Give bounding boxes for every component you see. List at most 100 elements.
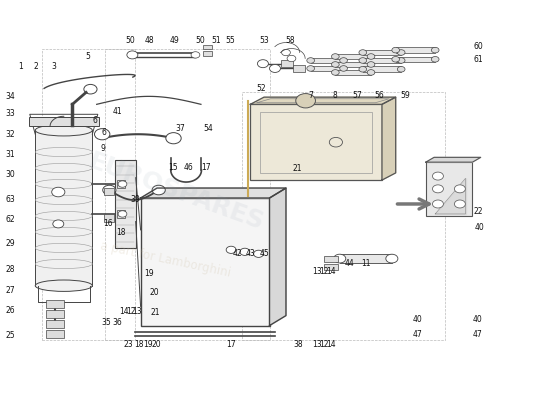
Bar bbox=[336, 70, 371, 75]
Circle shape bbox=[307, 58, 315, 63]
Text: 52: 52 bbox=[256, 84, 266, 93]
Bar bbox=[395, 47, 435, 53]
Circle shape bbox=[270, 64, 280, 72]
Polygon shape bbox=[270, 188, 286, 326]
Circle shape bbox=[332, 70, 339, 75]
Text: 21: 21 bbox=[150, 308, 159, 317]
Circle shape bbox=[118, 211, 127, 217]
Text: 36: 36 bbox=[112, 318, 122, 327]
Circle shape bbox=[454, 185, 465, 193]
Circle shape bbox=[332, 62, 339, 67]
Bar bbox=[42, 48, 135, 340]
Bar bbox=[242, 92, 445, 340]
Circle shape bbox=[84, 84, 97, 94]
Text: 40: 40 bbox=[473, 315, 483, 324]
Text: 30: 30 bbox=[6, 170, 15, 178]
Text: 14: 14 bbox=[327, 267, 336, 276]
Text: 44: 44 bbox=[345, 259, 355, 268]
Text: 13: 13 bbox=[312, 267, 322, 276]
Text: 34: 34 bbox=[6, 92, 15, 101]
Bar bbox=[117, 180, 125, 188]
Text: EUROSPARES: EUROSPARES bbox=[85, 149, 267, 235]
Text: 17: 17 bbox=[202, 163, 211, 172]
Text: 29: 29 bbox=[6, 239, 15, 248]
Text: 19: 19 bbox=[143, 340, 152, 349]
Circle shape bbox=[432, 185, 443, 193]
Circle shape bbox=[127, 51, 138, 59]
Text: 31: 31 bbox=[6, 150, 15, 159]
Text: 20: 20 bbox=[151, 340, 161, 349]
Text: 45: 45 bbox=[259, 248, 269, 258]
Text: 40: 40 bbox=[474, 224, 484, 232]
Circle shape bbox=[52, 187, 65, 197]
Text: 1: 1 bbox=[18, 62, 23, 71]
Circle shape bbox=[397, 66, 405, 72]
Circle shape bbox=[118, 181, 127, 187]
Text: 49: 49 bbox=[170, 36, 179, 45]
Polygon shape bbox=[435, 178, 465, 214]
Text: 18: 18 bbox=[134, 340, 144, 349]
Text: 13: 13 bbox=[132, 307, 141, 316]
Text: 54: 54 bbox=[203, 124, 213, 133]
Circle shape bbox=[432, 172, 443, 180]
Bar bbox=[311, 66, 344, 71]
Bar bbox=[202, 44, 212, 49]
Text: 37: 37 bbox=[176, 124, 185, 133]
Text: 12: 12 bbox=[126, 307, 135, 316]
Circle shape bbox=[340, 66, 348, 71]
Bar bbox=[46, 320, 64, 328]
Bar bbox=[363, 50, 401, 55]
Text: 25: 25 bbox=[6, 331, 15, 340]
Text: 3: 3 bbox=[52, 62, 56, 71]
Polygon shape bbox=[426, 157, 481, 162]
Text: 33: 33 bbox=[6, 109, 15, 118]
Circle shape bbox=[392, 47, 399, 53]
Bar bbox=[35, 130, 92, 286]
Circle shape bbox=[191, 52, 200, 58]
Text: 55: 55 bbox=[225, 36, 235, 45]
Circle shape bbox=[254, 250, 263, 258]
Text: 35: 35 bbox=[102, 318, 112, 327]
Circle shape bbox=[240, 248, 250, 256]
Circle shape bbox=[257, 60, 268, 68]
Bar bbox=[293, 65, 305, 72]
Text: 62: 62 bbox=[6, 216, 15, 224]
Bar bbox=[311, 58, 344, 63]
Text: 13: 13 bbox=[312, 340, 322, 349]
Text: 32: 32 bbox=[6, 130, 15, 139]
Text: 5: 5 bbox=[85, 52, 90, 61]
Bar bbox=[395, 56, 435, 62]
Circle shape bbox=[431, 56, 439, 62]
Circle shape bbox=[152, 185, 166, 195]
Text: 20: 20 bbox=[150, 288, 159, 297]
Bar bbox=[29, 118, 99, 126]
Bar bbox=[115, 160, 136, 248]
Text: 60: 60 bbox=[473, 42, 483, 51]
Bar bbox=[336, 62, 371, 67]
Circle shape bbox=[53, 220, 64, 228]
Bar bbox=[105, 48, 270, 340]
Text: 6: 6 bbox=[92, 116, 97, 125]
Circle shape bbox=[95, 129, 110, 140]
Circle shape bbox=[397, 58, 405, 63]
Text: 22: 22 bbox=[473, 208, 483, 216]
Ellipse shape bbox=[35, 124, 92, 136]
Text: 59: 59 bbox=[401, 91, 410, 100]
Text: a part for Lamborghini: a part for Lamborghini bbox=[99, 240, 232, 280]
Text: 14: 14 bbox=[119, 307, 129, 316]
Bar bbox=[104, 214, 114, 222]
Bar bbox=[46, 300, 64, 308]
Circle shape bbox=[340, 58, 348, 63]
Polygon shape bbox=[250, 97, 395, 104]
Text: 14: 14 bbox=[327, 340, 336, 349]
Circle shape bbox=[334, 254, 346, 263]
Bar bbox=[336, 54, 371, 59]
Text: 51: 51 bbox=[211, 36, 221, 45]
Circle shape bbox=[367, 54, 375, 59]
Circle shape bbox=[367, 70, 375, 75]
Bar bbox=[117, 210, 125, 218]
Text: 16: 16 bbox=[103, 220, 113, 228]
Text: 46: 46 bbox=[184, 163, 193, 172]
Text: 11: 11 bbox=[361, 259, 370, 268]
Polygon shape bbox=[382, 97, 395, 180]
